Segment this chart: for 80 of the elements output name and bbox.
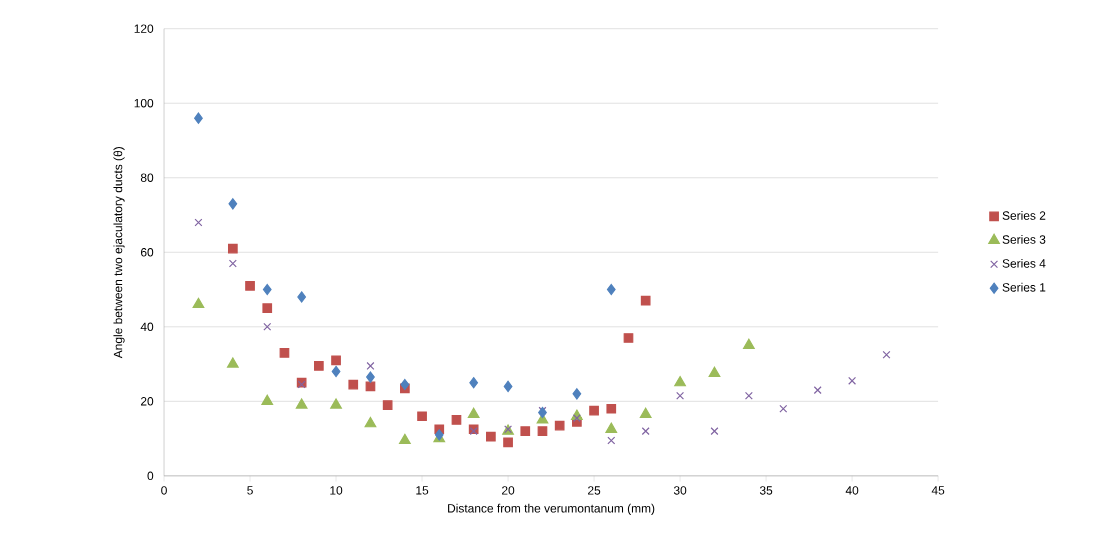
point: [279, 348, 290, 358]
point: [469, 377, 479, 389]
legend-label: Series 4: [1002, 258, 1046, 268]
y-tick-label: 20: [140, 397, 154, 406]
point: [589, 405, 599, 416]
x-tick-label: 20: [502, 486, 515, 495]
point: [744, 391, 753, 400]
point: [640, 295, 651, 306]
y-tick-label: 60: [140, 248, 154, 257]
point: [572, 388, 582, 400]
point: [262, 303, 273, 314]
point: [623, 333, 634, 343]
point: [192, 297, 205, 309]
point: [226, 357, 239, 368]
point: [572, 414, 581, 423]
x-tick-label: 0: [161, 486, 167, 495]
y-tick-label: 40: [140, 322, 154, 332]
point: [382, 400, 393, 410]
y-tick-label: 120: [134, 24, 154, 34]
y-axis-title: Angle between two ejaculatory ducts (θ): [113, 147, 125, 359]
legend-label: Series 1: [1002, 282, 1046, 292]
point: [605, 422, 618, 433]
point: [676, 391, 685, 400]
point: [742, 338, 755, 350]
point: [486, 431, 496, 442]
point: [194, 218, 203, 227]
point: [607, 436, 616, 445]
x-tick-label: 30: [673, 486, 687, 495]
x-tick-label: 45: [931, 486, 945, 495]
point: [348, 379, 359, 390]
point: [366, 371, 375, 383]
point: [813, 386, 822, 395]
point: [882, 350, 891, 359]
point: [398, 433, 411, 445]
point: [400, 378, 410, 391]
y-tick-label: 100: [134, 99, 154, 108]
point: [467, 407, 480, 419]
point: [710, 427, 719, 436]
point: [330, 398, 342, 409]
x-tick-label: 25: [588, 486, 601, 495]
legend-label: Series 2: [1002, 211, 1046, 220]
point: [366, 362, 375, 370]
point: [295, 398, 308, 409]
point: [262, 283, 272, 296]
point: [674, 376, 686, 387]
point: [503, 437, 513, 448]
point: [606, 283, 616, 296]
point: [641, 427, 650, 436]
point: [227, 243, 238, 254]
x-tick-label: 10: [330, 486, 343, 495]
y-tick-label: 0: [147, 471, 154, 481]
point: [417, 411, 427, 422]
point: [554, 420, 565, 431]
point: [228, 198, 238, 210]
point: [331, 365, 341, 378]
point: [848, 376, 857, 385]
y-tick-label: 80: [140, 173, 154, 183]
point: [537, 426, 548, 437]
x-tick-label: 5: [247, 486, 253, 495]
x-axis-title: Distance from the verumontanum (mm): [448, 503, 655, 515]
point: [297, 291, 307, 303]
point: [331, 355, 341, 366]
point: [451, 415, 462, 425]
point: [639, 407, 652, 419]
point: [194, 112, 203, 124]
x-tick-label: 35: [759, 486, 773, 495]
point: [261, 394, 274, 406]
point: [228, 259, 237, 268]
point: [245, 281, 255, 291]
legend-label: Series 3: [1002, 235, 1046, 244]
point: [364, 417, 377, 428]
x-tick-label: 40: [845, 486, 859, 495]
point: [606, 403, 617, 414]
point: [779, 404, 788, 413]
point: [503, 380, 513, 393]
point: [263, 322, 272, 331]
x-tick-label: 15: [416, 486, 429, 495]
point: [708, 366, 721, 378]
point: [314, 361, 324, 371]
point: [520, 426, 531, 437]
